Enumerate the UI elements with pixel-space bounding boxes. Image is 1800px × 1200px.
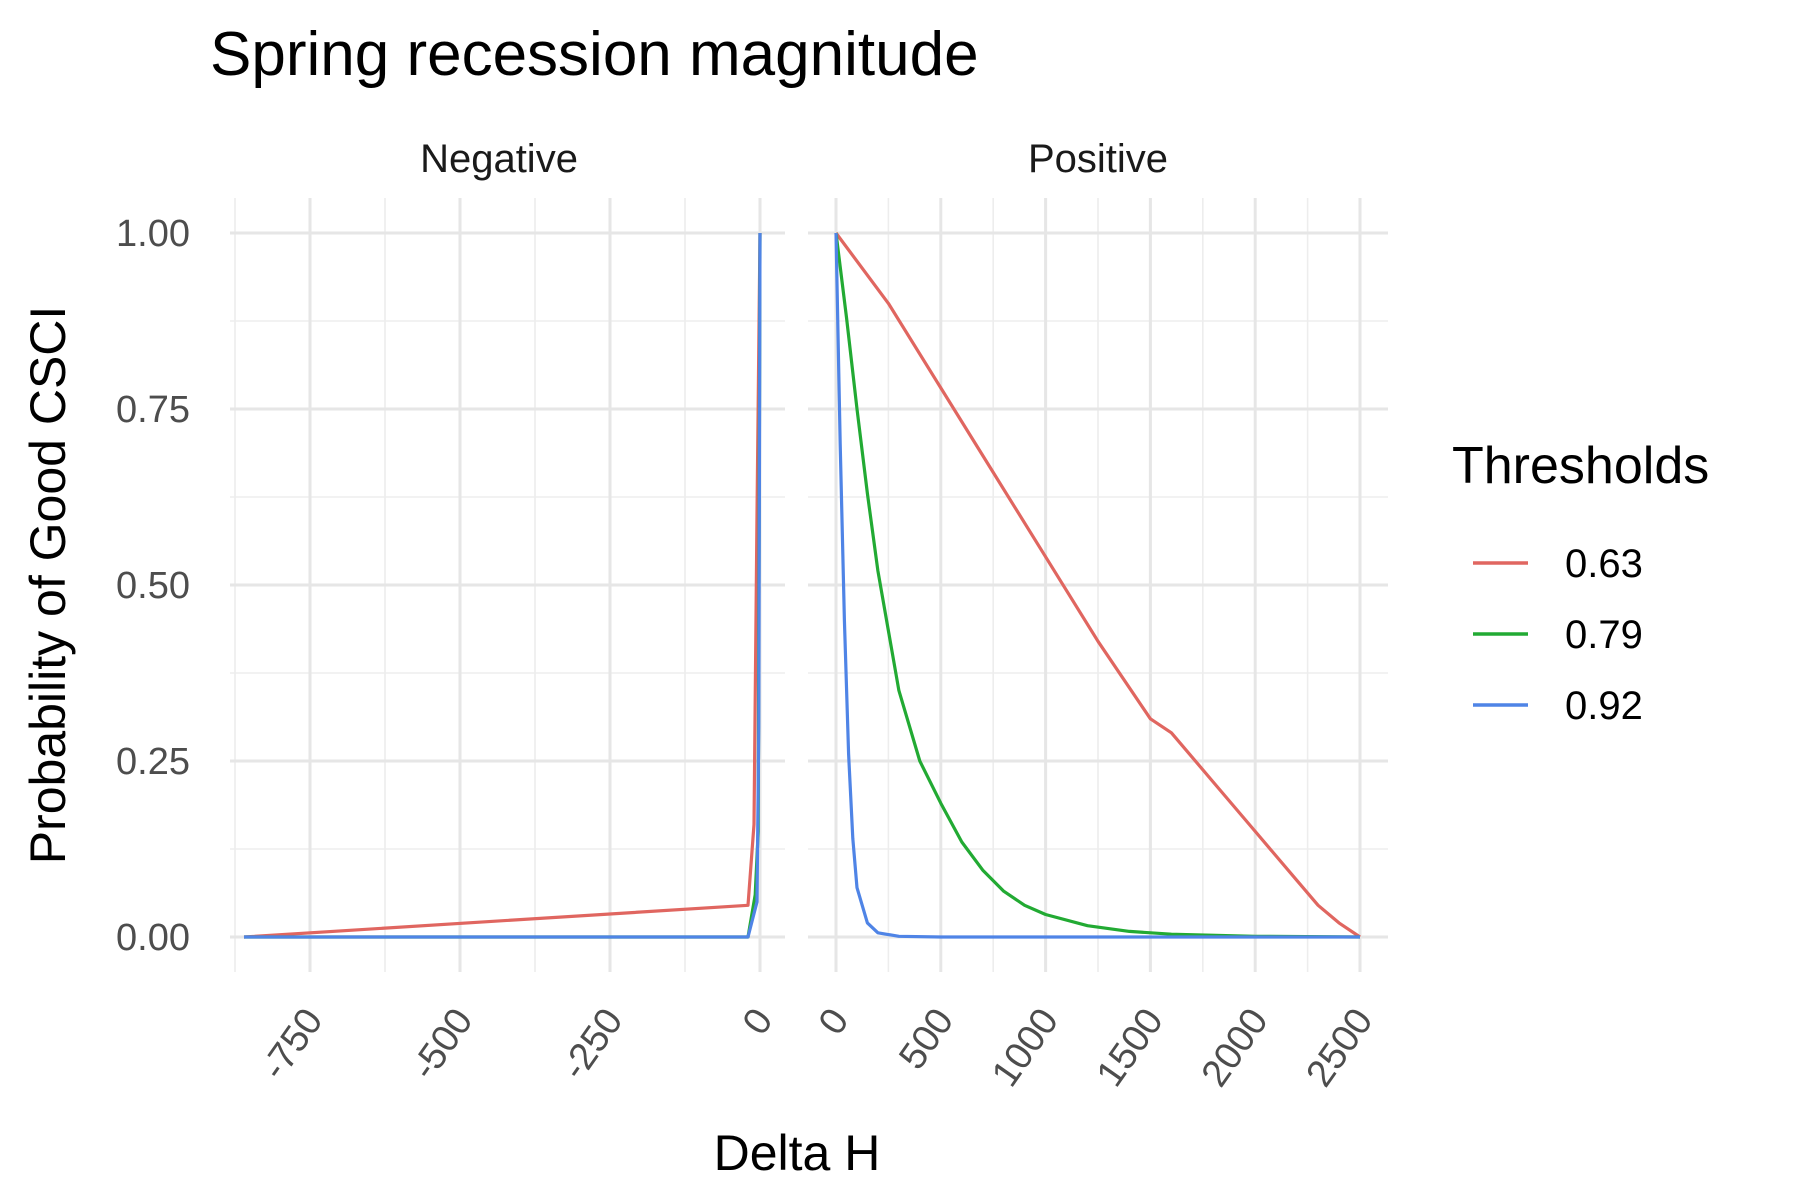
facet-panel-negative: -750 -500 -250 0 [230, 198, 785, 1087]
y-tick-label: 1.00 [116, 213, 190, 255]
x-tick-label: 0 [735, 1001, 782, 1042]
x-tick-label: 2500 [1298, 1001, 1381, 1094]
y-tick-label: 0.00 [116, 917, 190, 959]
x-tick-label: -500 [403, 1001, 481, 1087]
y-tick-label: 0.50 [116, 565, 190, 607]
chart-title: Spring recession magnitude [210, 20, 979, 89]
x-axis-title: Delta H [714, 1125, 881, 1181]
x-tick-label: 2000 [1194, 1001, 1277, 1094]
y-tick-label: 0.75 [116, 389, 190, 431]
facet-strip-positive: Positive [1028, 137, 1168, 181]
legend-label: 0.63 [1565, 542, 1643, 586]
legend: Thresholds 0.63 0.79 0.92 [1452, 437, 1709, 728]
y-axis-tick-labels: 0.00 0.25 0.50 0.75 1.00 [116, 213, 190, 959]
y-axis-title: Probability of Good CSCI [20, 306, 76, 865]
x-tick-label: 0 [811, 1001, 858, 1042]
legend-label: 0.79 [1565, 613, 1643, 657]
x-tick-label: 500 [891, 1001, 962, 1077]
series-line-0.63 [834, 232, 1361, 939]
x-tick-label: -750 [253, 1001, 331, 1087]
x-tick-label: 1000 [984, 1001, 1067, 1094]
series-line-0.92 [834, 232, 1360, 939]
x-tick-label: 1500 [1089, 1001, 1172, 1094]
y-tick-label: 0.25 [116, 741, 190, 783]
facet-strip-negative: Negative [420, 137, 578, 181]
series-line-0.92 [244, 232, 762, 939]
series-line-0.79 [834, 232, 1361, 939]
legend-title: Thresholds [1452, 437, 1709, 495]
facet-panel-positive: 0 500 1000 1500 2000 2500 [808, 198, 1388, 1094]
x-tick-label: -250 [553, 1001, 631, 1087]
legend-label: 0.92 [1565, 684, 1643, 728]
